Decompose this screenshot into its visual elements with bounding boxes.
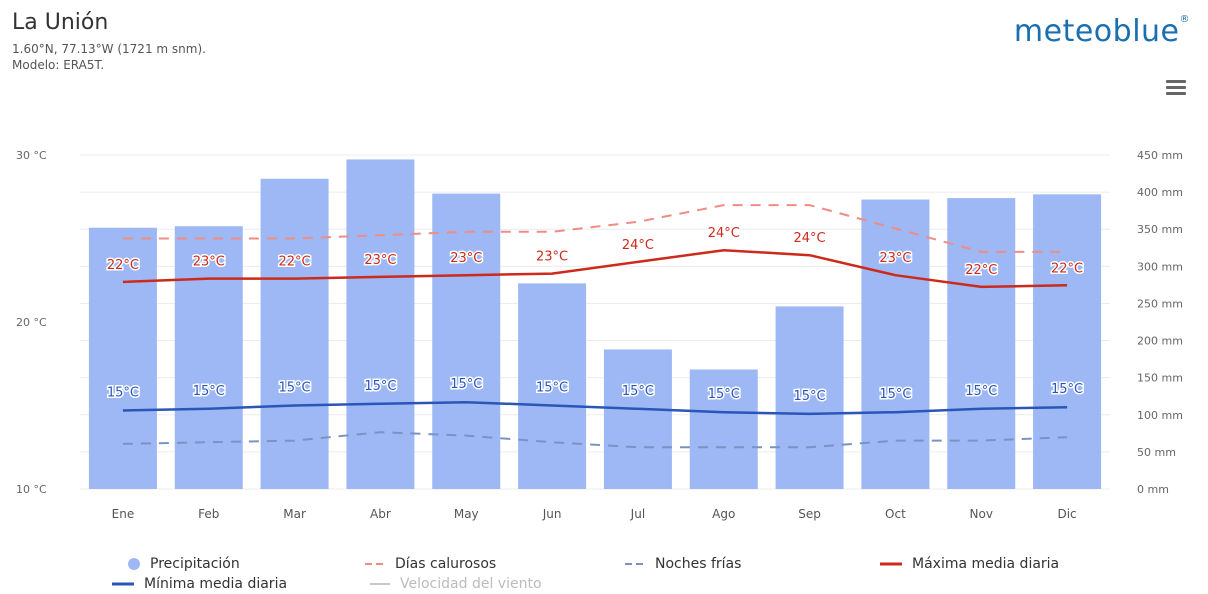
y-right-tick-label: 350 mm	[1137, 223, 1183, 236]
precip-bar	[1033, 194, 1102, 490]
precip-bar	[432, 193, 501, 489]
climate-chart: 450 mm 400 mm 350 mm 300 mm 250 mm 200 mm 150 …	[16, 149, 1183, 521]
location-coords: 1.60°N, 77.13°W (1721 m snm).	[12, 42, 206, 56]
x-tick-label: Sep	[798, 507, 821, 521]
max-temp-label: 22°C	[279, 255, 311, 270]
precip-bar	[174, 226, 243, 489]
min-temp-label: 15°C	[1051, 382, 1083, 397]
min-temp-label: 15°C	[450, 377, 482, 392]
y-right-tick-label: 200 mm	[1137, 335, 1183, 348]
precip-bar	[947, 198, 1016, 489]
max-temp-label: 22°C	[1051, 261, 1083, 276]
legend-item-min[interactable]: Mínima media diaria	[112, 576, 287, 592]
legend-line-icon	[880, 562, 902, 566]
max-temp-label: 22°C	[107, 258, 139, 273]
y-right-tick-label: 300 mm	[1137, 260, 1183, 273]
min-temp-label: 15°C	[107, 386, 139, 401]
precip-bar	[346, 159, 415, 489]
legend-line-icon	[112, 582, 134, 586]
legend-item-cold-nights[interactable]: Noches frías	[625, 556, 741, 572]
x-tick-label: Abr	[370, 507, 391, 521]
max-temp-label: 23°C	[536, 250, 568, 265]
x-tick-label: Mar	[283, 507, 306, 521]
max-temp-label: 23°C	[450, 251, 482, 266]
max-temp-label: 24°C	[622, 238, 654, 253]
precip-bar	[775, 306, 844, 489]
header: La Unión 1.60°N, 77.13°W (1721 m snm). M…	[12, 10, 206, 73]
brand-logo[interactable]: meteoblue®	[1013, 14, 1190, 49]
x-tick-label: May	[454, 507, 479, 521]
precip-bar	[861, 199, 930, 490]
max-temp-label: 23°C	[193, 255, 225, 270]
max-temp-label: 24°C	[708, 226, 740, 241]
legend-item-hot-days[interactable]: Días calurosos	[365, 556, 496, 572]
model-label: Modelo: ERA5T.	[12, 58, 105, 72]
precip-bar	[603, 349, 672, 489]
min-temp-label: 15°C	[536, 381, 568, 396]
y-right-tick-label: 450 mm	[1137, 149, 1183, 162]
x-tick-label: Nov	[970, 507, 993, 521]
precip-bar	[518, 283, 587, 489]
y-right-tick-label: 50 mm	[1137, 446, 1176, 459]
max-temp-label: 22°C	[965, 263, 997, 278]
y-right-tick-label: 150 mm	[1137, 372, 1183, 385]
x-tick-label: Feb	[198, 507, 219, 521]
legend-item-max[interactable]: Máxima media diaria	[880, 556, 1059, 572]
max-temp-line	[122, 248, 1068, 289]
cold-nights-line	[122, 431, 1068, 449]
y-right-tick-label: 400 mm	[1137, 186, 1183, 199]
legend-dashed-line-icon	[625, 563, 645, 565]
x-tick-label: Jul	[630, 507, 645, 521]
x-tick-label: Oct	[885, 507, 906, 521]
x-tick-label: Dic	[1057, 507, 1076, 521]
x-tick-label: Ene	[112, 507, 135, 521]
y-left-tick-label: 30 °C	[16, 149, 47, 162]
y-right-tick-label: 0 mm	[1137, 483, 1169, 496]
max-temp-label: 23°C	[879, 251, 911, 266]
legend-dashed-line-icon	[365, 563, 385, 565]
min-temp-label: 15°C	[193, 384, 225, 399]
chart-legend: Precipitación Días calurosos Noches fría…	[0, 552, 1208, 594]
y-left-tick-label: 20 °C	[16, 316, 47, 329]
precip-bar	[689, 369, 758, 489]
hamburger-menu-icon[interactable]	[1166, 80, 1186, 96]
legend-dot-icon	[128, 558, 140, 570]
y-left-tick-label: 10 °C	[16, 483, 47, 496]
min-temp-label: 15°C	[622, 384, 654, 399]
precip-bar	[88, 227, 157, 489]
max-temp-label: 24°C	[794, 231, 826, 246]
hot-days-line	[122, 204, 1068, 253]
max-temp-label: 23°C	[364, 253, 396, 268]
legend-line-icon	[370, 583, 390, 585]
min-temp-label: 15°C	[708, 387, 740, 402]
precip-bar	[260, 178, 329, 490]
legend-item-precip[interactable]: Precipitación	[128, 556, 240, 572]
y-right-tick-label: 100 mm	[1137, 409, 1183, 422]
page-title: La Unión	[12, 10, 109, 35]
y-right-tick-label: 250 mm	[1137, 297, 1183, 310]
x-tick-label: Ago	[712, 507, 735, 521]
min-temp-label: 15°C	[364, 379, 396, 394]
min-temp-label: 15°C	[965, 384, 997, 399]
legend-item-wind[interactable]: Velocidad del viento	[370, 576, 542, 592]
min-temp-line	[122, 400, 1068, 416]
min-temp-label: 15°C	[279, 381, 311, 396]
min-temp-label: 15°C	[879, 387, 911, 402]
x-tick-label: Jun	[542, 507, 562, 521]
min-temp-label: 15°C	[794, 389, 826, 404]
